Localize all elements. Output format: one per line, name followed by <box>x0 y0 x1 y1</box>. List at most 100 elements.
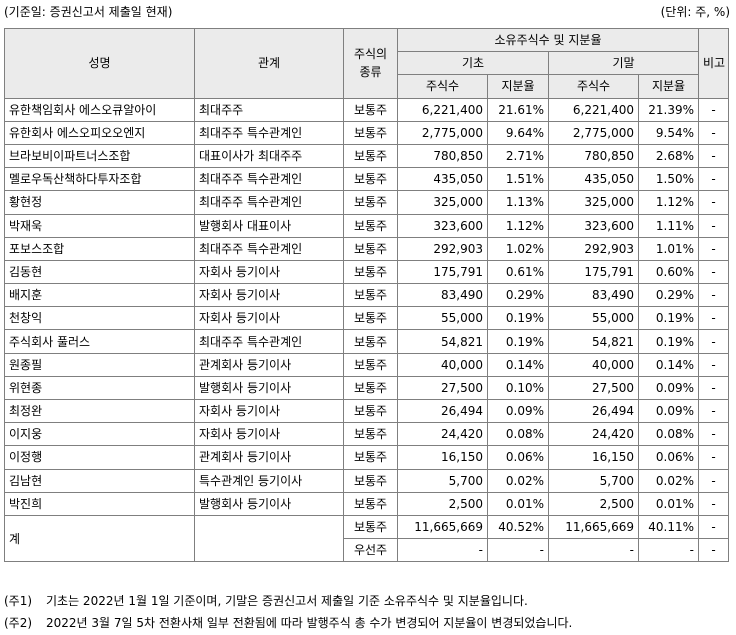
header-stock-type-text: 주식의 종류 <box>353 47 388 80</box>
row-remark: - <box>698 236 729 261</box>
table-row: 이정행 관계회사 등기이사 보통주 16,150 0.06% 16,150 0.06% - <box>4 445 729 470</box>
row-end-ratio: 0.02% <box>638 468 699 493</box>
row-end-ratio: 0.60% <box>638 259 699 285</box>
header-relation: 관계 <box>194 28 344 99</box>
row-end-shares: 175,791 <box>548 259 639 285</box>
row-relation: 최대주주 특수관계인 <box>194 190 344 215</box>
row-begin-shares: 323,600 <box>397 213 488 238</box>
row-stock-type: 보통주 <box>343 398 398 424</box>
footnotes: (주1) 기초는 2022년 1월 1일 기준이며, 기말은 증권신고서 제출일 … <box>4 590 734 634</box>
row-end-shares: 26,494 <box>548 398 639 424</box>
row-end-shares: 323,600 <box>548 213 639 238</box>
row-remark: - <box>698 329 729 354</box>
header-begin-shares: 주식수 <box>397 74 488 99</box>
table-row: 유한책임회사 에스오큐알아이 최대주주 보통주 6,221,400 21.61% 6,22… <box>4 97 729 122</box>
row-stock-type: 보통주 <box>343 329 398 354</box>
row-end-shares: 435,050 <box>548 167 639 192</box>
row-begin-ratio: 21.61% <box>487 97 549 122</box>
total-label: 계 <box>4 514 195 563</box>
row-end-shares: 24,420 <box>548 422 639 447</box>
table-row: 원종필 관계회사 등기이사 보통주 40,000 0.14% 40,000 0.14% - <box>4 352 729 377</box>
header-begin-ratio: 지분율 <box>487 74 549 99</box>
row-begin-ratio: 0.08% <box>487 422 549 447</box>
footnote-text: 기초는 2022년 1월 1일 기준이며, 기말은 증권신고서 제출일 기준 소… <box>46 594 528 608</box>
total-preferred-begin-ratio: - <box>487 538 549 563</box>
row-stock-type: 보통주 <box>343 283 398 308</box>
total-preferred-end-shares: - <box>548 538 639 563</box>
table-row: 포보스조합 최대주주 특수관계인 보통주 292,903 1.02% 292,903 1.0… <box>4 236 729 261</box>
row-begin-shares: 780,850 <box>397 143 488 169</box>
unit-label: (단위: 주, %) <box>660 5 730 19</box>
row-remark: - <box>698 491 729 516</box>
row-begin-ratio: 1.02% <box>487 236 549 261</box>
row-begin-shares: 325,000 <box>397 190 488 215</box>
row-remark: - <box>698 167 729 192</box>
header-begin: 기초 <box>397 51 549 76</box>
row-name: 유한회사 에스오피오오엔지 <box>4 120 195 145</box>
row-end-ratio: 21.39% <box>638 97 699 122</box>
row-end-ratio: 1.11% <box>638 213 699 238</box>
header-end-shares: 주식수 <box>548 74 639 99</box>
footnote-1: (주1) 기초는 2022년 1월 1일 기준이며, 기말은 증권신고서 제출일 … <box>4 590 734 612</box>
row-name: 이정행 <box>4 445 195 470</box>
total-common-end-ratio: 40.11% <box>638 514 699 540</box>
row-end-ratio: 1.12% <box>638 190 699 215</box>
row-remark: - <box>698 445 729 470</box>
total-preferred-begin-shares: - <box>397 538 488 563</box>
header-holdings-group: 소유주식수 및 지분율 <box>397 27 699 53</box>
total-relation <box>194 514 344 563</box>
table-row: 유한회사 에스오피오오엔지 최대주주 특수관계인 보통주 2,775,000 9.64%… <box>4 120 729 145</box>
row-remark: - <box>698 259 729 285</box>
row-begin-ratio: 1.13% <box>487 190 549 215</box>
row-stock-type: 보통주 <box>343 143 398 169</box>
table-row: 김동현 자회사 등기이사 보통주 175,791 0.61% 175,791 0.60% - <box>4 259 729 285</box>
row-begin-ratio: 1.12% <box>487 213 549 238</box>
row-begin-ratio: 2.71% <box>487 143 549 169</box>
row-stock-type: 보통주 <box>343 491 398 516</box>
row-remark: - <box>698 283 729 308</box>
row-relation: 관계회사 등기이사 <box>194 352 344 377</box>
row-begin-ratio: 1.51% <box>487 167 549 192</box>
row-begin-ratio: 0.02% <box>487 468 549 493</box>
row-name: 최정완 <box>4 398 195 424</box>
row-end-shares: 16,150 <box>548 445 639 470</box>
table-row: 박진희 발행회사 등기이사 보통주 2,500 0.01% 2,500 0.01% - <box>4 491 729 516</box>
row-end-ratio: 0.06% <box>638 445 699 470</box>
row-stock-type: 보통주 <box>343 213 398 238</box>
table-caption: (기준일: 증권신고서 제출일 현재) (단위: 주, %) <box>4 3 730 21</box>
row-begin-shares: 54,821 <box>397 329 488 354</box>
row-end-shares: 2,500 <box>548 491 639 516</box>
total-common-begin-shares: 11,665,669 <box>397 514 488 540</box>
row-end-ratio: 9.54% <box>638 120 699 145</box>
row-remark: - <box>698 468 729 493</box>
footnote-tag: (주1) <box>4 594 33 608</box>
shareholders-table: 성명 관계 주식의 종류 소유주식수 및 지분율 비고 기초 기말 주식수 지분… <box>4 27 729 563</box>
row-begin-ratio: 0.10% <box>487 375 549 401</box>
row-stock-type: 보통주 <box>343 259 398 285</box>
row-begin-ratio: 0.09% <box>487 398 549 424</box>
row-relation: 최대주주 특수관계인 <box>194 329 344 354</box>
row-remark: - <box>698 422 729 447</box>
row-end-ratio: 0.19% <box>638 306 699 331</box>
row-remark: - <box>698 375 729 401</box>
row-name: 배지훈 <box>4 283 195 308</box>
row-name: 천창익 <box>4 306 195 331</box>
row-remark: - <box>698 143 729 169</box>
row-remark: - <box>698 190 729 215</box>
table-row: 이지웅 자회사 등기이사 보통주 24,420 0.08% 24,420 0.08% - <box>4 422 729 447</box>
row-relation: 대표이사가 최대주주 <box>194 143 344 169</box>
row-stock-type: 보통주 <box>343 120 398 145</box>
total-preferred-end-ratio: - <box>638 538 699 563</box>
row-begin-shares: 6,221,400 <box>397 97 488 122</box>
row-relation: 최대주주 특수관계인 <box>194 236 344 261</box>
total-common-begin-ratio: 40.52% <box>487 514 549 540</box>
row-begin-shares: 435,050 <box>397 167 488 192</box>
row-name: 위현종 <box>4 375 195 401</box>
footnote-tag: (주2) <box>4 616 33 630</box>
row-remark: - <box>698 120 729 145</box>
row-begin-shares: 2,775,000 <box>397 120 488 145</box>
row-relation: 최대주주 <box>194 97 344 122</box>
row-stock-type: 보통주 <box>343 468 398 493</box>
row-name: 포보스조합 <box>4 236 195 261</box>
row-end-shares: 325,000 <box>548 190 639 215</box>
